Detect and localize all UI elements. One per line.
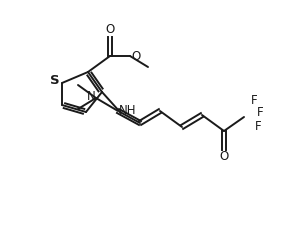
Text: F: F [255, 121, 261, 133]
Text: NH: NH [119, 104, 137, 116]
Text: N: N [87, 90, 95, 104]
Text: F: F [251, 94, 257, 106]
Text: O: O [105, 24, 115, 36]
Text: O: O [219, 150, 229, 164]
Text: S: S [50, 75, 60, 87]
Text: F: F [257, 106, 263, 120]
Text: O: O [131, 50, 141, 62]
